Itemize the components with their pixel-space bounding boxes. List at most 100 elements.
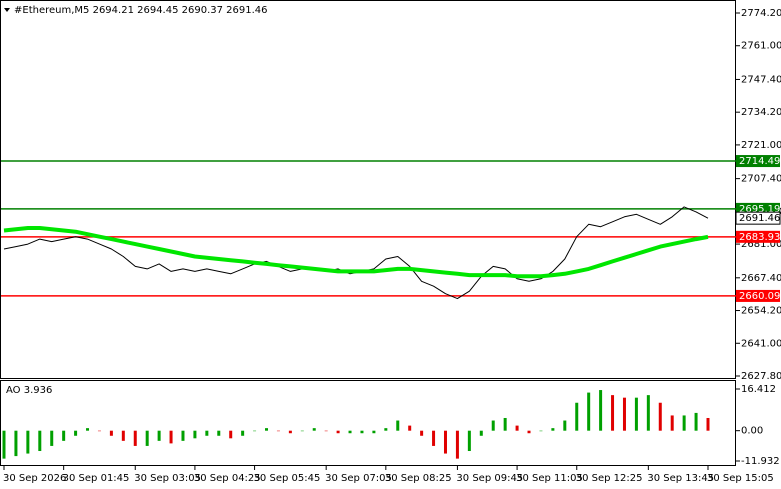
ao-bar <box>539 430 543 432</box>
ao-bar <box>443 430 447 454</box>
ao-bar <box>551 428 555 431</box>
chart-title: #Ethereum,M5 2694.21 2694.45 2690.37 269… <box>14 5 268 16</box>
ao-bar <box>276 430 280 432</box>
level-label: 2683.93 <box>739 232 780 243</box>
ao-bar <box>658 402 662 431</box>
current-price-label: 2691.46 <box>739 213 780 224</box>
x-tick-label: 30 Sep 08:25 <box>385 473 452 484</box>
y-tick-label: 2627.80 <box>741 371 781 382</box>
ao-bar <box>14 430 18 457</box>
ao-bar <box>217 430 221 436</box>
ao-bar <box>74 430 78 436</box>
level-label: 2695.19 <box>739 204 780 215</box>
x-tick-label: 30 Sep 04:25 <box>194 473 261 484</box>
ao-bar <box>26 430 30 454</box>
ao-bar <box>527 430 531 434</box>
ao-bar <box>515 425 519 431</box>
ao-bar <box>2 430 6 459</box>
ao-bar <box>181 430 185 441</box>
x-tick-label: 30 Sep 12:25 <box>576 473 643 484</box>
ao-bar <box>145 430 149 446</box>
ao-bar <box>193 430 197 439</box>
y-tick-label: 2774.20 <box>741 8 781 19</box>
ao-bar <box>86 428 90 431</box>
ao-bar <box>109 430 113 436</box>
ao-bar <box>634 397 638 431</box>
ao-bar <box>372 430 376 434</box>
ao-bar <box>229 430 233 439</box>
menu-arrow <box>4 8 10 12</box>
ao-bar <box>241 430 245 436</box>
ao-bar <box>336 430 340 434</box>
price-panel <box>0 0 736 379</box>
y-tick-label: -11.932 <box>741 456 780 467</box>
ao-bar <box>133 430 137 446</box>
level-label: 2660.09 <box>739 291 780 302</box>
y-tick-label: 16.412 <box>741 384 776 395</box>
ao-bar <box>157 430 161 441</box>
ao-bar <box>575 402 579 431</box>
ao-bar <box>420 430 424 436</box>
ao-bar <box>288 430 292 434</box>
y-tick-label: 2667.40 <box>741 273 781 284</box>
ao-bar <box>121 430 125 441</box>
ao-bar <box>396 420 400 431</box>
ao-bar <box>265 428 269 431</box>
x-tick-label: 30 Sep 15:05 <box>707 473 774 484</box>
ao-bar <box>599 390 603 431</box>
ao-bar <box>205 430 209 436</box>
x-tick-label: 30 Sep 09:45 <box>456 473 523 484</box>
y-tick-label: 2747.40 <box>741 74 781 85</box>
x-tick-label: 30 Sep 2026 <box>3 473 66 484</box>
ao-bar <box>491 420 495 431</box>
moving-average <box>3 226 709 279</box>
ao-bar <box>432 430 436 446</box>
ao-panel <box>0 380 736 466</box>
ao-bar <box>455 430 459 459</box>
x-tick-label: 30 Sep 01:45 <box>63 473 130 484</box>
y-tick-label: 2734.20 <box>741 107 781 118</box>
current-price-tag <box>735 211 781 225</box>
x-tick-label: 30 Sep 07:05 <box>325 473 392 484</box>
x-tick-label: 30 Sep 05:45 <box>254 473 321 484</box>
y-tick-label: 2681.00 <box>741 239 781 250</box>
ao-bar <box>360 430 364 434</box>
ao-bar <box>300 430 304 432</box>
y-tick-label: 2707.40 <box>741 174 781 185</box>
ao-bar <box>611 395 615 431</box>
ao-bar <box>646 395 650 431</box>
ao-bar <box>682 415 686 431</box>
ao-bar <box>169 430 173 444</box>
ao-bar <box>706 417 710 431</box>
y-tick-label: 2654.20 <box>741 306 781 317</box>
ao-bar <box>324 430 328 432</box>
ao-bar <box>253 430 257 432</box>
ao-title: AO 3.936 <box>6 385 52 396</box>
ao-bar <box>38 430 42 452</box>
level-label: 2714.49 <box>739 156 780 167</box>
ao-bar <box>50 430 54 446</box>
ao-bar <box>503 417 507 431</box>
ao-bar <box>563 420 567 431</box>
y-tick-label: 2721.00 <box>741 140 781 151</box>
ao-bar <box>694 412 698 431</box>
ao-bar <box>312 428 316 431</box>
level-tag <box>736 230 780 243</box>
x-tick-label: 30 Sep 13:45 <box>647 473 714 484</box>
ao-bar <box>384 428 388 431</box>
level-tag <box>736 289 780 302</box>
ao-bar <box>587 392 591 431</box>
ao-bar <box>479 430 483 436</box>
x-tick-label: 30 Sep 11:05 <box>516 473 583 484</box>
x-tick-label: 30 Sep 03:05 <box>134 473 201 484</box>
ao-bar <box>62 430 66 441</box>
ao-bar <box>467 430 471 452</box>
y-tick-label: 2761.00 <box>741 41 781 52</box>
ao-bar <box>408 425 412 431</box>
ao-bar <box>348 430 352 434</box>
y-tick-label: 0.00 <box>741 426 763 437</box>
ao-bar <box>97 430 101 432</box>
ao-bar <box>670 415 674 431</box>
